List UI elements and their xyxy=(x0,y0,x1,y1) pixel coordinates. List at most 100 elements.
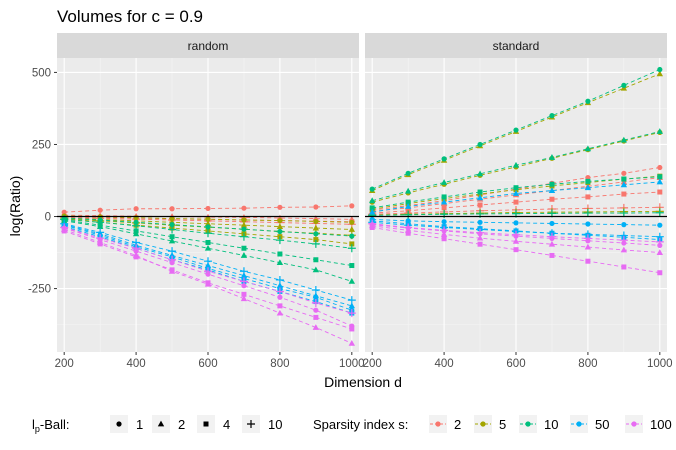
y-tick-label: -250 xyxy=(28,284,51,296)
data-point xyxy=(349,326,355,332)
data-point xyxy=(621,176,627,182)
shape-legend-title: lp-Ball: xyxy=(32,417,70,434)
data-point xyxy=(513,127,519,133)
data-point xyxy=(168,255,177,264)
data-point xyxy=(348,226,356,232)
data-point xyxy=(313,218,319,225)
data-point xyxy=(657,164,663,171)
data-point xyxy=(313,257,319,263)
series-s2-p1 xyxy=(61,203,355,215)
data-point xyxy=(404,223,413,232)
data-point xyxy=(513,247,519,253)
series-line xyxy=(372,177,660,212)
data-point xyxy=(621,82,627,88)
data-point xyxy=(369,205,375,211)
series-s50-p2 xyxy=(368,178,664,215)
data-point xyxy=(312,266,320,273)
data-point xyxy=(277,228,283,235)
data-point xyxy=(585,221,591,227)
legend-color-swatch-10 xyxy=(525,421,531,427)
data-point xyxy=(368,219,377,228)
data-point xyxy=(204,244,212,251)
data-point xyxy=(441,156,447,162)
data-point xyxy=(656,70,664,77)
data-point xyxy=(205,239,211,245)
data-point xyxy=(513,199,519,205)
x-tick-label: 200 xyxy=(363,358,382,370)
data-point xyxy=(477,219,483,225)
data-point xyxy=(241,291,247,297)
data-point xyxy=(513,185,519,191)
x-tick-label: 800 xyxy=(270,358,289,370)
data-point xyxy=(404,203,412,209)
data-point xyxy=(657,174,663,180)
data-point xyxy=(311,239,320,248)
data-point xyxy=(656,128,664,134)
data-point xyxy=(241,217,247,223)
data-point xyxy=(277,204,283,210)
data-point xyxy=(621,191,627,197)
x-tick-label: 600 xyxy=(198,358,217,370)
legend-color-swatch-50 xyxy=(576,421,582,427)
legend-label: 1 xyxy=(136,417,143,432)
data-point xyxy=(476,170,484,177)
data-point xyxy=(619,236,628,245)
series-s10-p2 xyxy=(368,128,664,204)
data-point xyxy=(277,217,283,224)
data-point xyxy=(549,113,555,119)
data-point xyxy=(349,241,355,247)
data-point xyxy=(347,296,356,305)
data-point xyxy=(657,270,663,276)
data-point xyxy=(241,226,247,232)
data-point xyxy=(476,228,485,237)
legend-label: 2 xyxy=(178,417,185,432)
data-point xyxy=(205,224,211,230)
data-point xyxy=(404,187,412,194)
data-point xyxy=(312,324,320,330)
data-point xyxy=(441,194,447,200)
data-point xyxy=(347,244,356,253)
series-line xyxy=(372,223,660,243)
color-legend-key: 10 xyxy=(519,415,558,433)
legend-label: 100 xyxy=(650,417,672,432)
data-point xyxy=(584,243,592,250)
data-point xyxy=(477,189,483,195)
data-point xyxy=(585,258,591,264)
x-tick-label: 1000 xyxy=(339,358,365,370)
data-point xyxy=(239,267,248,276)
data-point xyxy=(657,66,663,73)
series-s10-p1 xyxy=(369,66,663,192)
data-point xyxy=(205,216,211,222)
data-point xyxy=(169,234,175,240)
x-tick-label: 600 xyxy=(506,358,525,370)
data-point xyxy=(583,234,592,243)
series-line xyxy=(372,181,660,213)
data-point xyxy=(547,232,556,241)
data-point xyxy=(169,267,175,273)
data-point xyxy=(132,244,141,253)
data-point xyxy=(655,208,664,217)
data-point xyxy=(239,277,248,286)
series-s50-p1 xyxy=(369,216,663,228)
data-point xyxy=(512,237,520,244)
data-point xyxy=(549,181,555,187)
data-point xyxy=(548,154,556,160)
series-line xyxy=(372,225,660,254)
legend-shape-2 xyxy=(157,420,165,427)
data-point xyxy=(583,209,592,218)
legend-color-swatch-2 xyxy=(435,421,441,427)
y-tick-label: 250 xyxy=(32,139,51,151)
data-point xyxy=(512,161,520,168)
legend-color-swatch-5 xyxy=(480,421,486,427)
data-point xyxy=(621,222,627,228)
data-point xyxy=(620,136,628,143)
data-point xyxy=(657,189,663,195)
data-point xyxy=(312,224,320,231)
y-tick-label: 0 xyxy=(45,212,51,224)
data-point xyxy=(60,223,69,232)
data-point xyxy=(349,219,355,225)
data-point xyxy=(240,295,248,302)
series-line xyxy=(372,220,660,241)
data-point xyxy=(349,263,355,269)
